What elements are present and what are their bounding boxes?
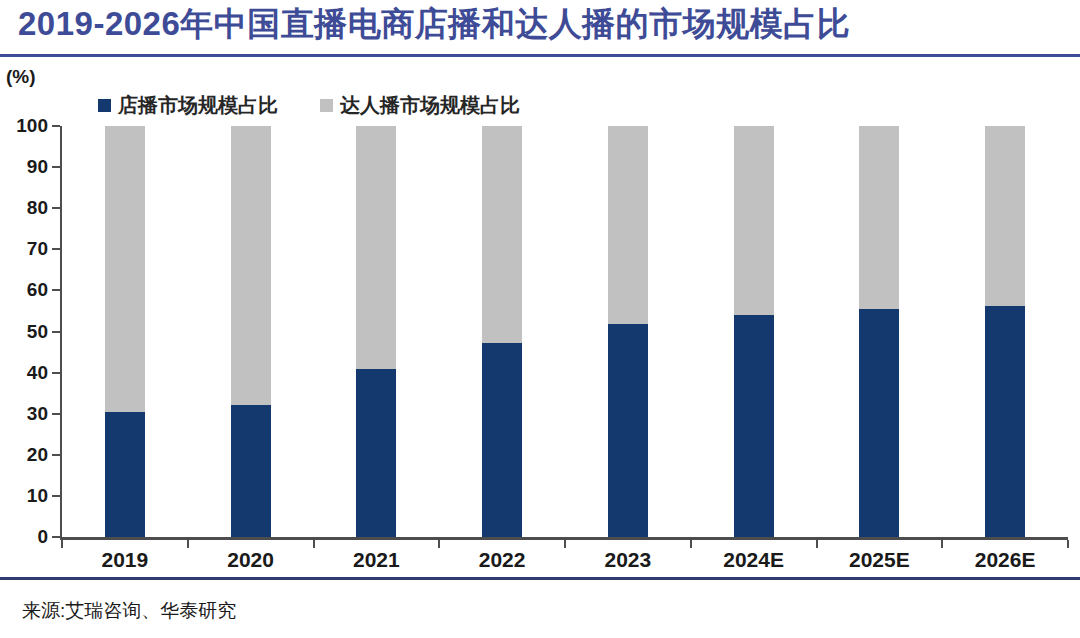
- y-axis-tick-label: 50: [2, 320, 48, 344]
- y-axis-tick-label: 0: [2, 525, 48, 549]
- x-axis-label: 2021: [326, 548, 426, 572]
- y-axis-tick-label: 20: [2, 443, 48, 467]
- bar-segment-2022-series1: [482, 126, 522, 343]
- y-axis-tick-label: 30: [2, 402, 48, 426]
- x-axis-label: 2025E: [829, 548, 929, 572]
- y-axis-tick: [52, 495, 60, 497]
- x-axis-label: 2023: [578, 548, 678, 572]
- bar-segment-2023-series0: [608, 324, 648, 537]
- y-axis-tick: [52, 536, 60, 538]
- legend: 店播市场规模占比 达人播市场规模占比: [98, 92, 520, 119]
- bar-segment-2026E-series0: [985, 306, 1025, 537]
- bar-segment-2020-series0: [231, 405, 271, 537]
- bar-segment-2024E-series0: [734, 315, 774, 537]
- y-axis-tick: [52, 372, 60, 374]
- y-axis-tick-label: 70: [2, 237, 48, 261]
- bar-segment-2025E-series1: [859, 126, 899, 309]
- x-axis-label: 2026E: [955, 548, 1055, 572]
- legend-item-store-broadcast: 店播市场规模占比: [98, 92, 278, 119]
- y-axis-tick-label: 90: [2, 155, 48, 179]
- y-axis-tick-label: 80: [2, 196, 48, 220]
- title-divider: [0, 54, 1080, 57]
- x-axis-tick: [1067, 540, 1069, 548]
- y-axis-tick: [52, 413, 60, 415]
- x-axis-tick: [438, 540, 440, 548]
- bar-segment-2019-series1: [105, 126, 145, 412]
- y-axis-tick: [52, 248, 60, 250]
- legend-swatch-store-broadcast: [98, 99, 111, 112]
- bar-segment-2026E-series1: [985, 126, 1025, 306]
- x-axis-tick: [61, 540, 63, 548]
- page-title: 2019-2026年中国直播电商店播和达人播的市场规模占比: [18, 2, 850, 47]
- y-axis-tick: [52, 125, 60, 127]
- legend-swatch-influencer-broadcast: [320, 99, 333, 112]
- bar-segment-2025E-series0: [859, 309, 899, 537]
- bar-segment-2021-series0: [356, 369, 396, 537]
- footer-divider: [0, 577, 1080, 580]
- bar-segment-2022-series0: [482, 343, 522, 537]
- bar-segment-2021-series1: [356, 126, 396, 369]
- legend-label-store-broadcast: 店播市场规模占比: [118, 92, 278, 119]
- x-axis-tick: [690, 540, 692, 548]
- y-axis-tick: [52, 454, 60, 456]
- y-axis-tick-label: 10: [2, 484, 48, 508]
- bar-segment-2024E-series1: [734, 126, 774, 315]
- y-axis-tick-label: 60: [2, 278, 48, 302]
- x-axis-label: 2019: [75, 548, 175, 572]
- x-axis-tick: [187, 540, 189, 548]
- legend-label-influencer-broadcast: 达人播市场规模占比: [340, 92, 520, 119]
- x-axis-tick: [816, 540, 818, 548]
- y-axis-tick: [52, 207, 60, 209]
- plot-area: 0102030405060708090100201920202021202220…: [60, 126, 1068, 540]
- y-axis-tick: [52, 289, 60, 291]
- bar-segment-2020-series1: [231, 126, 271, 405]
- x-axis-tick: [564, 540, 566, 548]
- y-axis-tick-label: 40: [2, 361, 48, 385]
- y-axis-tick: [52, 331, 60, 333]
- source-note: 来源:艾瑞咨询、华泰研究: [22, 598, 236, 624]
- y-axis-tick: [52, 166, 60, 168]
- legend-item-influencer-broadcast: 达人播市场规模占比: [320, 92, 520, 119]
- x-axis-label: 2020: [201, 548, 301, 572]
- bar-segment-2023-series1: [608, 126, 648, 324]
- y-axis-unit-label: (%): [6, 66, 36, 88]
- chart-page: 2019-2026年中国直播电商店播和达人播的市场规模占比 (%) 店播市场规模…: [0, 0, 1080, 638]
- x-axis-tick: [941, 540, 943, 548]
- y-axis-tick-label: 100: [2, 114, 48, 138]
- x-axis-label: 2024E: [704, 548, 804, 572]
- bar-segment-2019-series0: [105, 412, 145, 537]
- x-axis-tick: [313, 540, 315, 548]
- x-axis-label: 2022: [452, 548, 552, 572]
